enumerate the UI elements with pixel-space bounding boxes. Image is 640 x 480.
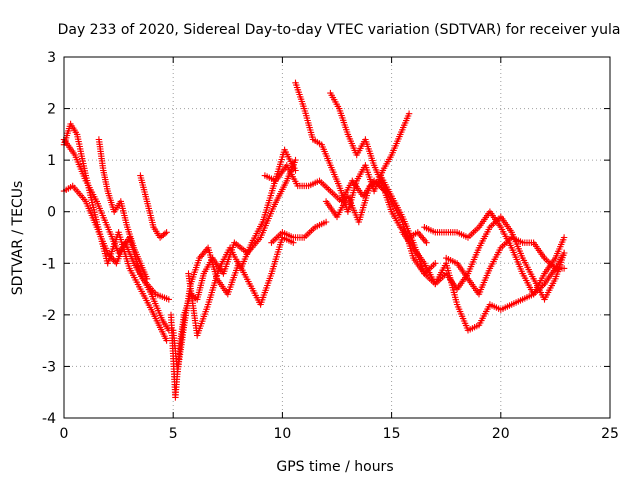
y-tick-labels: -4 -3 -2 -1 0 1 2 3: [42, 50, 56, 427]
series-arc-15: [399, 213, 568, 303]
x-tick-label: 0: [60, 426, 69, 442]
series-trace: [329, 92, 427, 244]
data-point: [163, 229, 170, 236]
series-arc-12: [327, 89, 430, 246]
series-arc-10: [268, 218, 330, 246]
y-tick-label: 0: [47, 205, 56, 221]
x-tick-label: 25: [601, 426, 619, 442]
data-point: [292, 156, 299, 164]
y-axis-label: SDTVAR / TECUs: [10, 181, 26, 296]
series-arc-7: [170, 234, 297, 375]
data-point: [165, 296, 172, 303]
data-point: [560, 234, 568, 241]
axis-ticks: [63, 56, 611, 419]
data-point: [292, 167, 299, 174]
series-arc-6: [167, 156, 299, 401]
data-series: [60, 79, 568, 401]
y-tick-label: -1: [42, 256, 56, 272]
series-arc-3: [60, 120, 170, 344]
data-point: [143, 275, 151, 282]
y-tick-label: 3: [47, 50, 56, 66]
data-point: [322, 218, 330, 226]
series-trace: [380, 175, 565, 331]
series-arc-5: [137, 172, 170, 241]
series-arc-8: [185, 146, 299, 339]
x-axis-label: GPS time / hours: [276, 459, 393, 475]
data-point: [560, 265, 568, 272]
data-point: [423, 239, 430, 246]
y-tick-label: 2: [47, 102, 56, 118]
y-tick-label: -3: [42, 359, 56, 375]
x-tick-label: 15: [383, 426, 401, 442]
x-tick-label: 20: [492, 426, 510, 442]
data-point: [432, 260, 439, 267]
series-arc-16: [421, 208, 568, 298]
y-tick-label: 1: [47, 153, 56, 169]
data-point: [163, 337, 170, 344]
y-tick-label: -4: [42, 411, 56, 427]
series-arc-17: [443, 234, 568, 298]
x-tick-label: 5: [169, 426, 178, 442]
plot-frame: [63, 56, 611, 419]
x-tick-labels: 0 5 10 15 20 25: [60, 426, 619, 442]
y-tick-label: -2: [42, 308, 56, 324]
data-point: [560, 249, 568, 257]
series-arc-4: [95, 136, 151, 282]
data-point: [405, 110, 413, 117]
x-tick-label: 10: [273, 426, 291, 442]
chart-title: Day 233 of 2020, Sidereal Day-to-day VTE…: [58, 22, 621, 38]
